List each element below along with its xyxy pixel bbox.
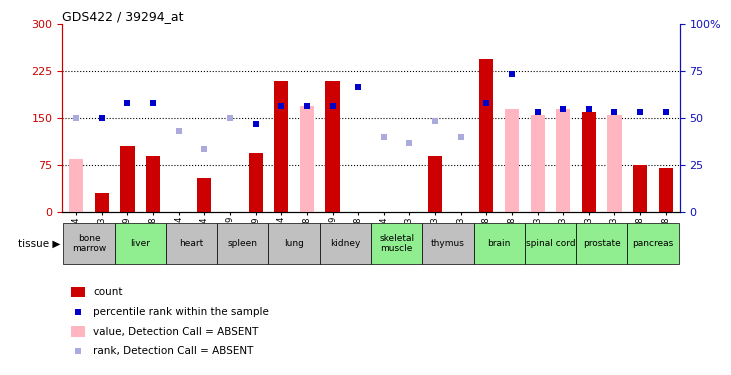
Text: lung: lung [284,239,304,248]
Text: tissue ▶: tissue ▶ [18,239,61,249]
Text: bone
marrow: bone marrow [72,234,106,254]
Bar [95,193,109,212]
Text: brain: brain [488,239,511,248]
FancyBboxPatch shape [166,223,217,264]
Bar [325,81,340,212]
Text: skeletal
muscle: skeletal muscle [379,234,414,254]
Text: heart: heart [179,239,204,248]
FancyBboxPatch shape [627,223,678,264]
FancyBboxPatch shape [319,223,371,264]
Bar [428,156,442,212]
Text: percentile rank within the sample: percentile rank within the sample [93,307,269,317]
FancyBboxPatch shape [72,286,85,297]
FancyBboxPatch shape [268,223,319,264]
FancyBboxPatch shape [371,223,423,264]
Text: prostate: prostate [583,239,621,248]
FancyBboxPatch shape [115,223,166,264]
FancyBboxPatch shape [525,223,576,264]
Text: liver: liver [130,239,151,248]
Bar [582,112,596,212]
Bar [121,146,135,212]
Text: count: count [93,287,123,297]
FancyBboxPatch shape [423,223,474,264]
Bar [249,153,262,212]
Bar [197,177,211,212]
Text: kidney: kidney [330,239,360,248]
Bar [69,159,83,212]
Bar [556,109,570,212]
FancyBboxPatch shape [474,223,525,264]
Text: pancreas: pancreas [632,239,673,248]
Text: rank, Detection Call = ABSENT: rank, Detection Call = ABSENT [93,346,254,357]
Bar [480,59,493,212]
FancyBboxPatch shape [576,223,627,264]
Bar [146,156,160,212]
Bar [274,81,288,212]
Bar [607,115,621,212]
Text: GDS422 / 39294_at: GDS422 / 39294_at [62,10,183,23]
Bar [300,106,314,212]
Text: value, Detection Call = ABSENT: value, Detection Call = ABSENT [93,327,258,337]
Bar [659,168,673,212]
FancyBboxPatch shape [64,223,115,264]
Text: spinal cord: spinal cord [526,239,575,248]
FancyBboxPatch shape [217,223,268,264]
Bar [633,165,647,212]
FancyBboxPatch shape [72,326,85,337]
Bar [505,109,519,212]
Text: thymus: thymus [431,239,465,248]
Text: spleen: spleen [228,239,258,248]
Bar [531,115,545,212]
